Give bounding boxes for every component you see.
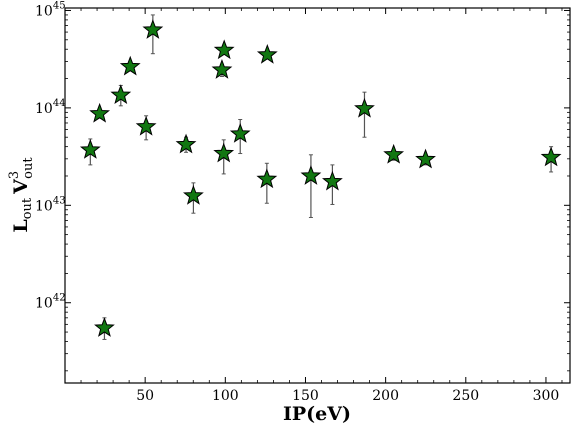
x-tick-label: 100 <box>212 388 239 404</box>
data-point-star <box>213 39 235 60</box>
y-tick-label-base: 10 <box>35 101 53 117</box>
y-tick-label-base: 10 <box>35 296 53 312</box>
data-point-star <box>300 165 322 185</box>
data-point-star <box>110 84 132 105</box>
y-axis-label-second: V <box>10 178 32 195</box>
x-tick-label: 300 <box>533 388 560 404</box>
data-point-star <box>135 115 157 136</box>
data-point-star <box>183 184 204 205</box>
data-point-star <box>175 133 197 154</box>
x-axis-label: IP(eV) <box>283 403 351 425</box>
data-point-star <box>256 43 278 64</box>
data-point-star <box>119 55 141 76</box>
data-point-star <box>256 168 278 189</box>
data-point-star <box>322 170 343 191</box>
data-point-star <box>540 146 562 167</box>
data-point-star <box>142 19 164 39</box>
x-ticks-layer: 50 100 150 200 250 300 <box>80 8 563 404</box>
y-axis-label-second-sup: 3 <box>7 171 22 179</box>
y-axis-label: LoutV3out <box>7 157 36 233</box>
svg-text:LoutV3out: LoutV3out <box>7 157 36 233</box>
data-point-star <box>94 317 115 337</box>
x-tick-label: 200 <box>372 388 399 404</box>
y-axis-label-main-sub: out <box>20 197 35 219</box>
y-axis-label-second-sub: out <box>21 157 36 179</box>
data-point-star <box>89 102 111 123</box>
plot-area-frame <box>64 7 571 384</box>
y-tick-label: 1045 <box>35 0 66 19</box>
x-tick-label: 250 <box>452 388 479 404</box>
data-point-star <box>79 139 101 159</box>
y-tick-label-base: 10 <box>35 3 53 19</box>
y-tick-label-base: 10 <box>35 198 53 214</box>
y-tick-label-exponent: 44 <box>53 98 66 109</box>
y-axis-label-main: L <box>10 219 32 232</box>
y-tick-label-exponent: 42 <box>53 293 66 304</box>
y-tick-label: 1043 <box>35 195 66 214</box>
y-tick-label: 1042 <box>35 293 66 312</box>
data-point-star <box>229 123 251 143</box>
x-tick-label: 150 <box>292 388 319 404</box>
y-tick-label-exponent: 45 <box>53 0 66 11</box>
data-point-star <box>211 59 233 79</box>
data-point-star <box>213 142 235 163</box>
points-layer <box>79 19 562 337</box>
data-point-star <box>354 97 375 118</box>
data-point-star <box>415 148 436 169</box>
data-point-star <box>383 143 405 164</box>
errorbars-layer <box>88 14 554 340</box>
y-tick-label: 1044 <box>35 98 66 117</box>
y-tick-label-exponent: 43 <box>53 195 66 206</box>
x-tick-label: 50 <box>136 388 154 404</box>
